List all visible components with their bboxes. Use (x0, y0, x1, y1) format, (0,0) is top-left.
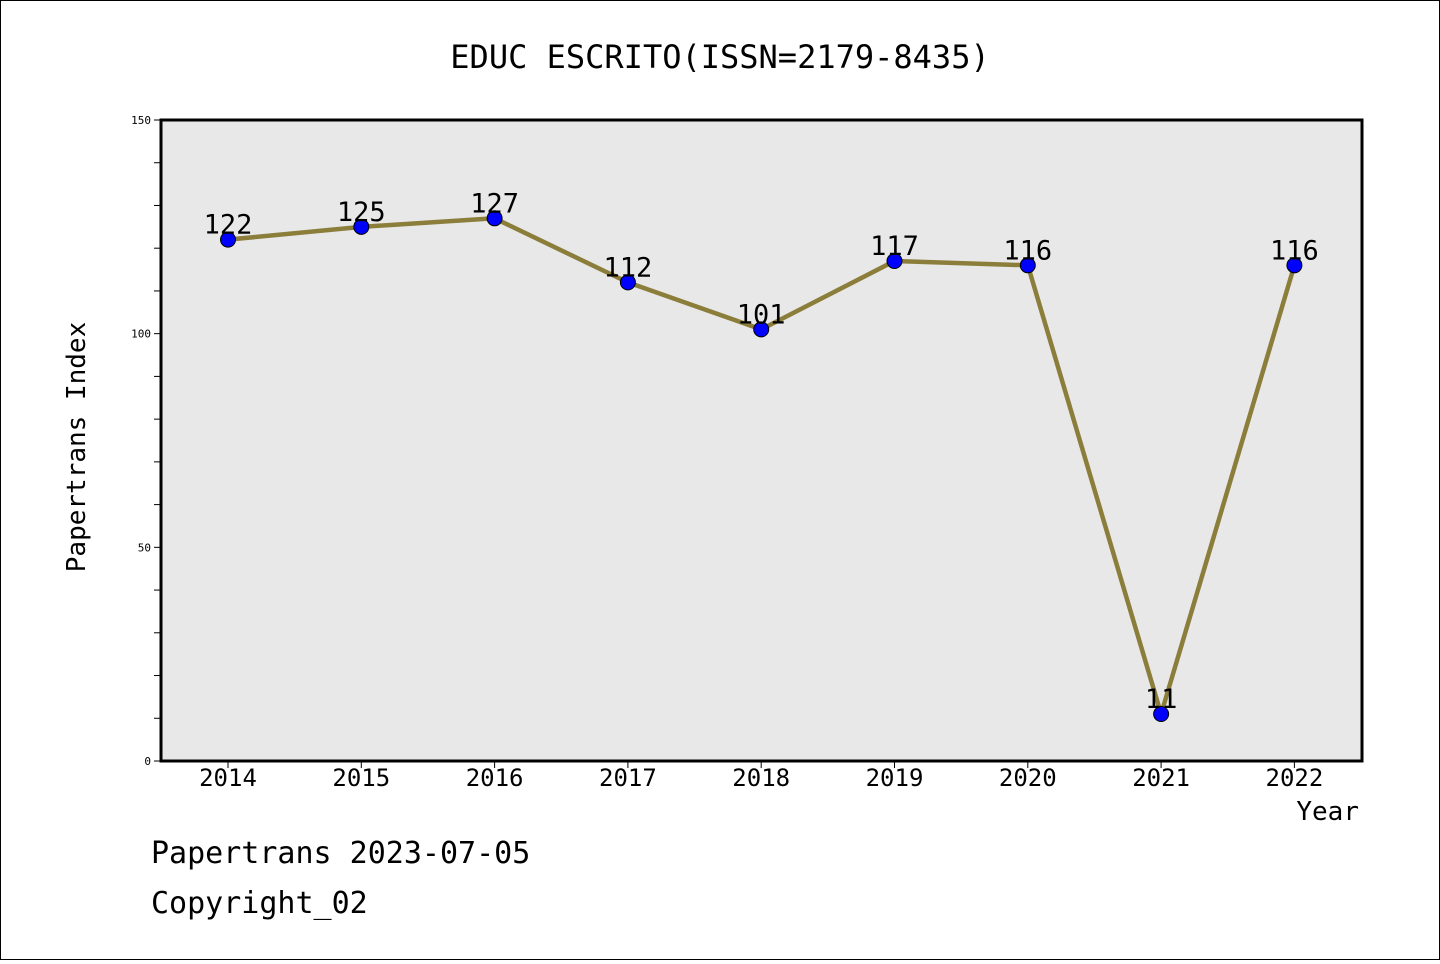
data-labels-group: 122 125 127 112 101 117 116 11 116 (204, 188, 1319, 715)
data-point-marker (353, 218, 370, 235)
data-label: 116 (1270, 235, 1319, 266)
data-label: 112 (604, 252, 653, 283)
y-tick-label: 100 (131, 328, 151, 341)
x-tick-label: 2019 (866, 764, 924, 792)
x-tick-label: 2014 (199, 764, 257, 792)
y-axis-label: Papertrans Index (62, 322, 92, 572)
data-point-marker (1286, 257, 1303, 274)
x-tick-label: 2022 (1266, 764, 1324, 792)
data-label: 117 (870, 231, 919, 262)
data-point-marker (886, 253, 903, 270)
x-tick-label: 2020 (999, 764, 1057, 792)
footer-date: Papertrans 2023-07-05 (151, 836, 531, 871)
y-tick-label: 150 (131, 114, 151, 127)
data-label: 116 (1003, 235, 1052, 266)
data-label: 101 (737, 299, 786, 330)
data-point-marker (619, 274, 636, 291)
data-label: 11 (1145, 684, 1178, 715)
y-tick-label: 50 (138, 541, 151, 554)
chart-title: EDUC ESCRITO(ISSN=2179-8435) (450, 38, 989, 76)
axis-ticks: 0 50 100 150 2014 2015 2016 2017 2018 2019 2020 202… (131, 114, 1323, 792)
y-tick-label: 0 (144, 755, 151, 768)
x-tick-label: 2021 (1132, 764, 1190, 792)
markers-group (220, 210, 1303, 722)
x-axis-label: Year (1296, 797, 1359, 827)
data-label: 127 (470, 188, 519, 219)
data-point-marker (1019, 257, 1036, 274)
data-point-marker (486, 210, 503, 227)
data-label: 122 (204, 210, 253, 241)
data-point-marker (1153, 705, 1170, 722)
x-tick-label: 2015 (332, 764, 390, 792)
data-point-marker (753, 321, 770, 338)
data-point-marker (220, 231, 236, 248)
x-tick-label: 2016 (466, 764, 524, 792)
x-tick-label: 2017 (599, 764, 657, 792)
footer-copyright: Copyright_02 (151, 886, 368, 921)
x-tick-label: 2018 (732, 764, 790, 792)
data-label: 125 (337, 197, 386, 228)
